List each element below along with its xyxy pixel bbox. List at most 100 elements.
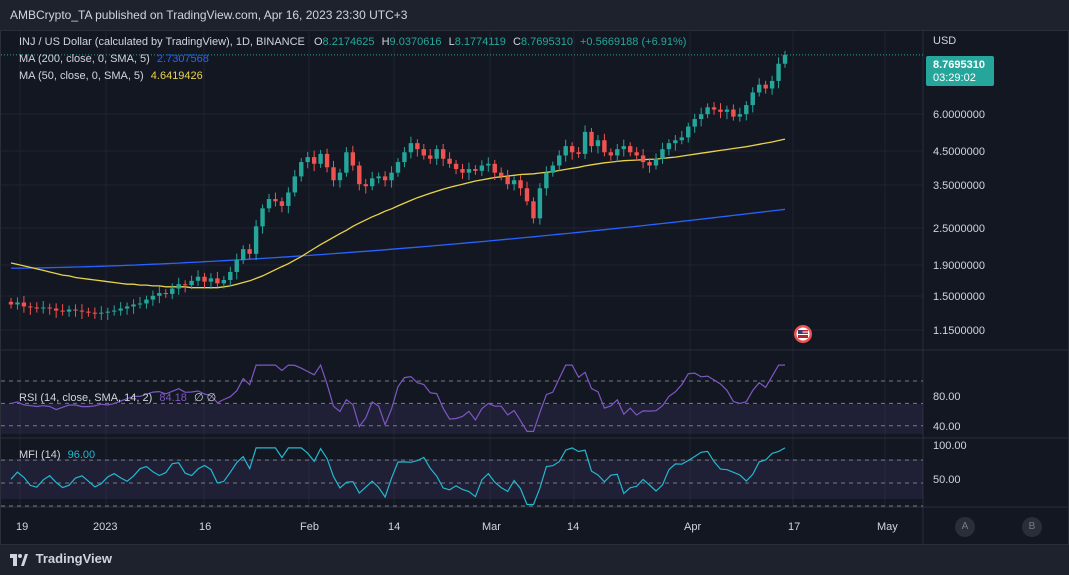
candle	[299, 158, 304, 182]
rsi-label: RSI (14, close, SMA, 14, 2)	[19, 392, 153, 404]
candle	[563, 139, 568, 162]
symbol-name: INJ / US Dollar (calculated by TradingVi…	[19, 36, 305, 48]
candle	[202, 272, 207, 288]
candle	[324, 148, 330, 173]
candle	[382, 171, 388, 187]
candle	[698, 107, 704, 127]
candle	[253, 219, 259, 261]
candle	[311, 150, 317, 172]
candle	[357, 161, 362, 191]
candle	[53, 303, 59, 318]
chart-canvas[interactable]: USD 6.0000000 4.5000000 3.5000000 2.5000…	[1, 31, 1068, 544]
time-label: Mar	[482, 521, 501, 533]
candle	[686, 122, 691, 143]
price-tick: 3.5000000	[933, 180, 985, 192]
candle	[769, 75, 775, 95]
candle	[99, 306, 104, 320]
candle	[660, 142, 665, 164]
open-value: 8.2174625	[322, 36, 375, 48]
candle	[679, 130, 684, 145]
candle	[750, 87, 755, 113]
candle	[150, 290, 156, 306]
candle	[576, 147, 581, 158]
candle	[608, 148, 614, 161]
mfi-legend[interactable]: MFI (14) 96.00	[19, 449, 95, 461]
candle	[724, 105, 730, 120]
footer-bar: TradingView	[0, 545, 1069, 575]
mfi-tick: 50.00	[933, 474, 961, 486]
mfi-value: 96.00	[67, 449, 96, 461]
candle	[131, 299, 136, 314]
candle	[537, 183, 543, 225]
tradingview-logo-icon	[10, 553, 28, 566]
candle	[408, 136, 414, 159]
candle	[208, 273, 214, 290]
time-axis: 19 2023 16 Feb 14 Mar 14 Apr 17 May	[16, 521, 898, 533]
price-tick: 4.5000000	[933, 146, 985, 158]
candle	[479, 160, 485, 176]
us-flag-event-icon[interactable]	[794, 325, 812, 343]
close-label: C	[512, 36, 521, 48]
time-label: 14	[567, 521, 579, 533]
candle	[92, 307, 98, 319]
mfi-label: MFI (14)	[19, 449, 61, 461]
alert-button-a[interactable]: A	[955, 517, 975, 537]
candle	[215, 271, 220, 288]
ma200-label: MA (200, close, 0, SMA, 5)	[19, 53, 150, 65]
price-tick: 1.1500000	[933, 325, 985, 337]
candle	[705, 103, 710, 119]
candle	[144, 295, 149, 309]
candle	[305, 151, 310, 169]
candle	[60, 304, 65, 316]
candle	[350, 145, 356, 171]
last-price-value: 8.7695310	[933, 59, 985, 71]
candle	[557, 150, 562, 171]
candle	[66, 305, 72, 317]
candle	[628, 142, 633, 157]
tradingview-brand[interactable]: TradingView	[10, 551, 112, 566]
candle	[582, 125, 588, 159]
candle	[737, 107, 743, 122]
candle	[266, 193, 272, 213]
ma50-legend[interactable]: MA (50, close, 0, SMA, 5) 4.6419426	[19, 70, 203, 82]
low-value: 8.1774119	[454, 36, 506, 48]
candle	[163, 289, 168, 298]
candle	[492, 159, 497, 181]
candle	[757, 78, 762, 97]
candle	[112, 305, 117, 316]
candle	[118, 302, 123, 316]
ma200-legend[interactable]: MA (200, close, 0, SMA, 5) 2.7307568	[19, 53, 209, 65]
mfi-band-fill	[1, 459, 923, 499]
candle	[273, 192, 278, 207]
candle	[241, 245, 246, 265]
candle	[763, 80, 768, 94]
candle	[428, 149, 433, 164]
candle	[621, 139, 626, 157]
rsi-legend[interactable]: RSI (14, close, SMA, 14, 2) 84.18 ∅ ∅	[19, 391, 216, 404]
candle	[640, 149, 646, 169]
candle	[569, 142, 575, 160]
candle	[279, 197, 285, 213]
alert-button-b[interactable]: B	[1022, 517, 1042, 537]
candle	[544, 166, 549, 196]
publish-header: AMBCrypto_TA published on TradingView.co…	[0, 0, 1069, 30]
candle	[176, 277, 181, 295]
candle	[550, 161, 555, 177]
candle	[634, 147, 639, 161]
candle	[124, 302, 130, 315]
price-axis-ticks: 6.0000000 4.5000000 3.5000000 2.5000000 …	[933, 109, 985, 337]
candle	[363, 179, 368, 194]
time-label: Feb	[300, 521, 319, 533]
symbol-legend[interactable]: INJ / US Dollar (calculated by TradingVi…	[19, 36, 686, 48]
candle	[8, 297, 14, 309]
candle	[15, 297, 20, 310]
mfi-line	[10, 447, 786, 506]
candle	[28, 302, 33, 315]
candle	[460, 163, 465, 179]
chart-panel[interactable]: USD 6.0000000 4.5000000 3.5000000 2.5000…	[0, 30, 1069, 545]
rsi-extra: ∅ ∅	[193, 392, 217, 404]
candle	[524, 181, 530, 206]
close-value: 8.7695310	[520, 36, 573, 48]
rsi-value: 84.18	[159, 392, 187, 404]
candle	[447, 152, 452, 168]
